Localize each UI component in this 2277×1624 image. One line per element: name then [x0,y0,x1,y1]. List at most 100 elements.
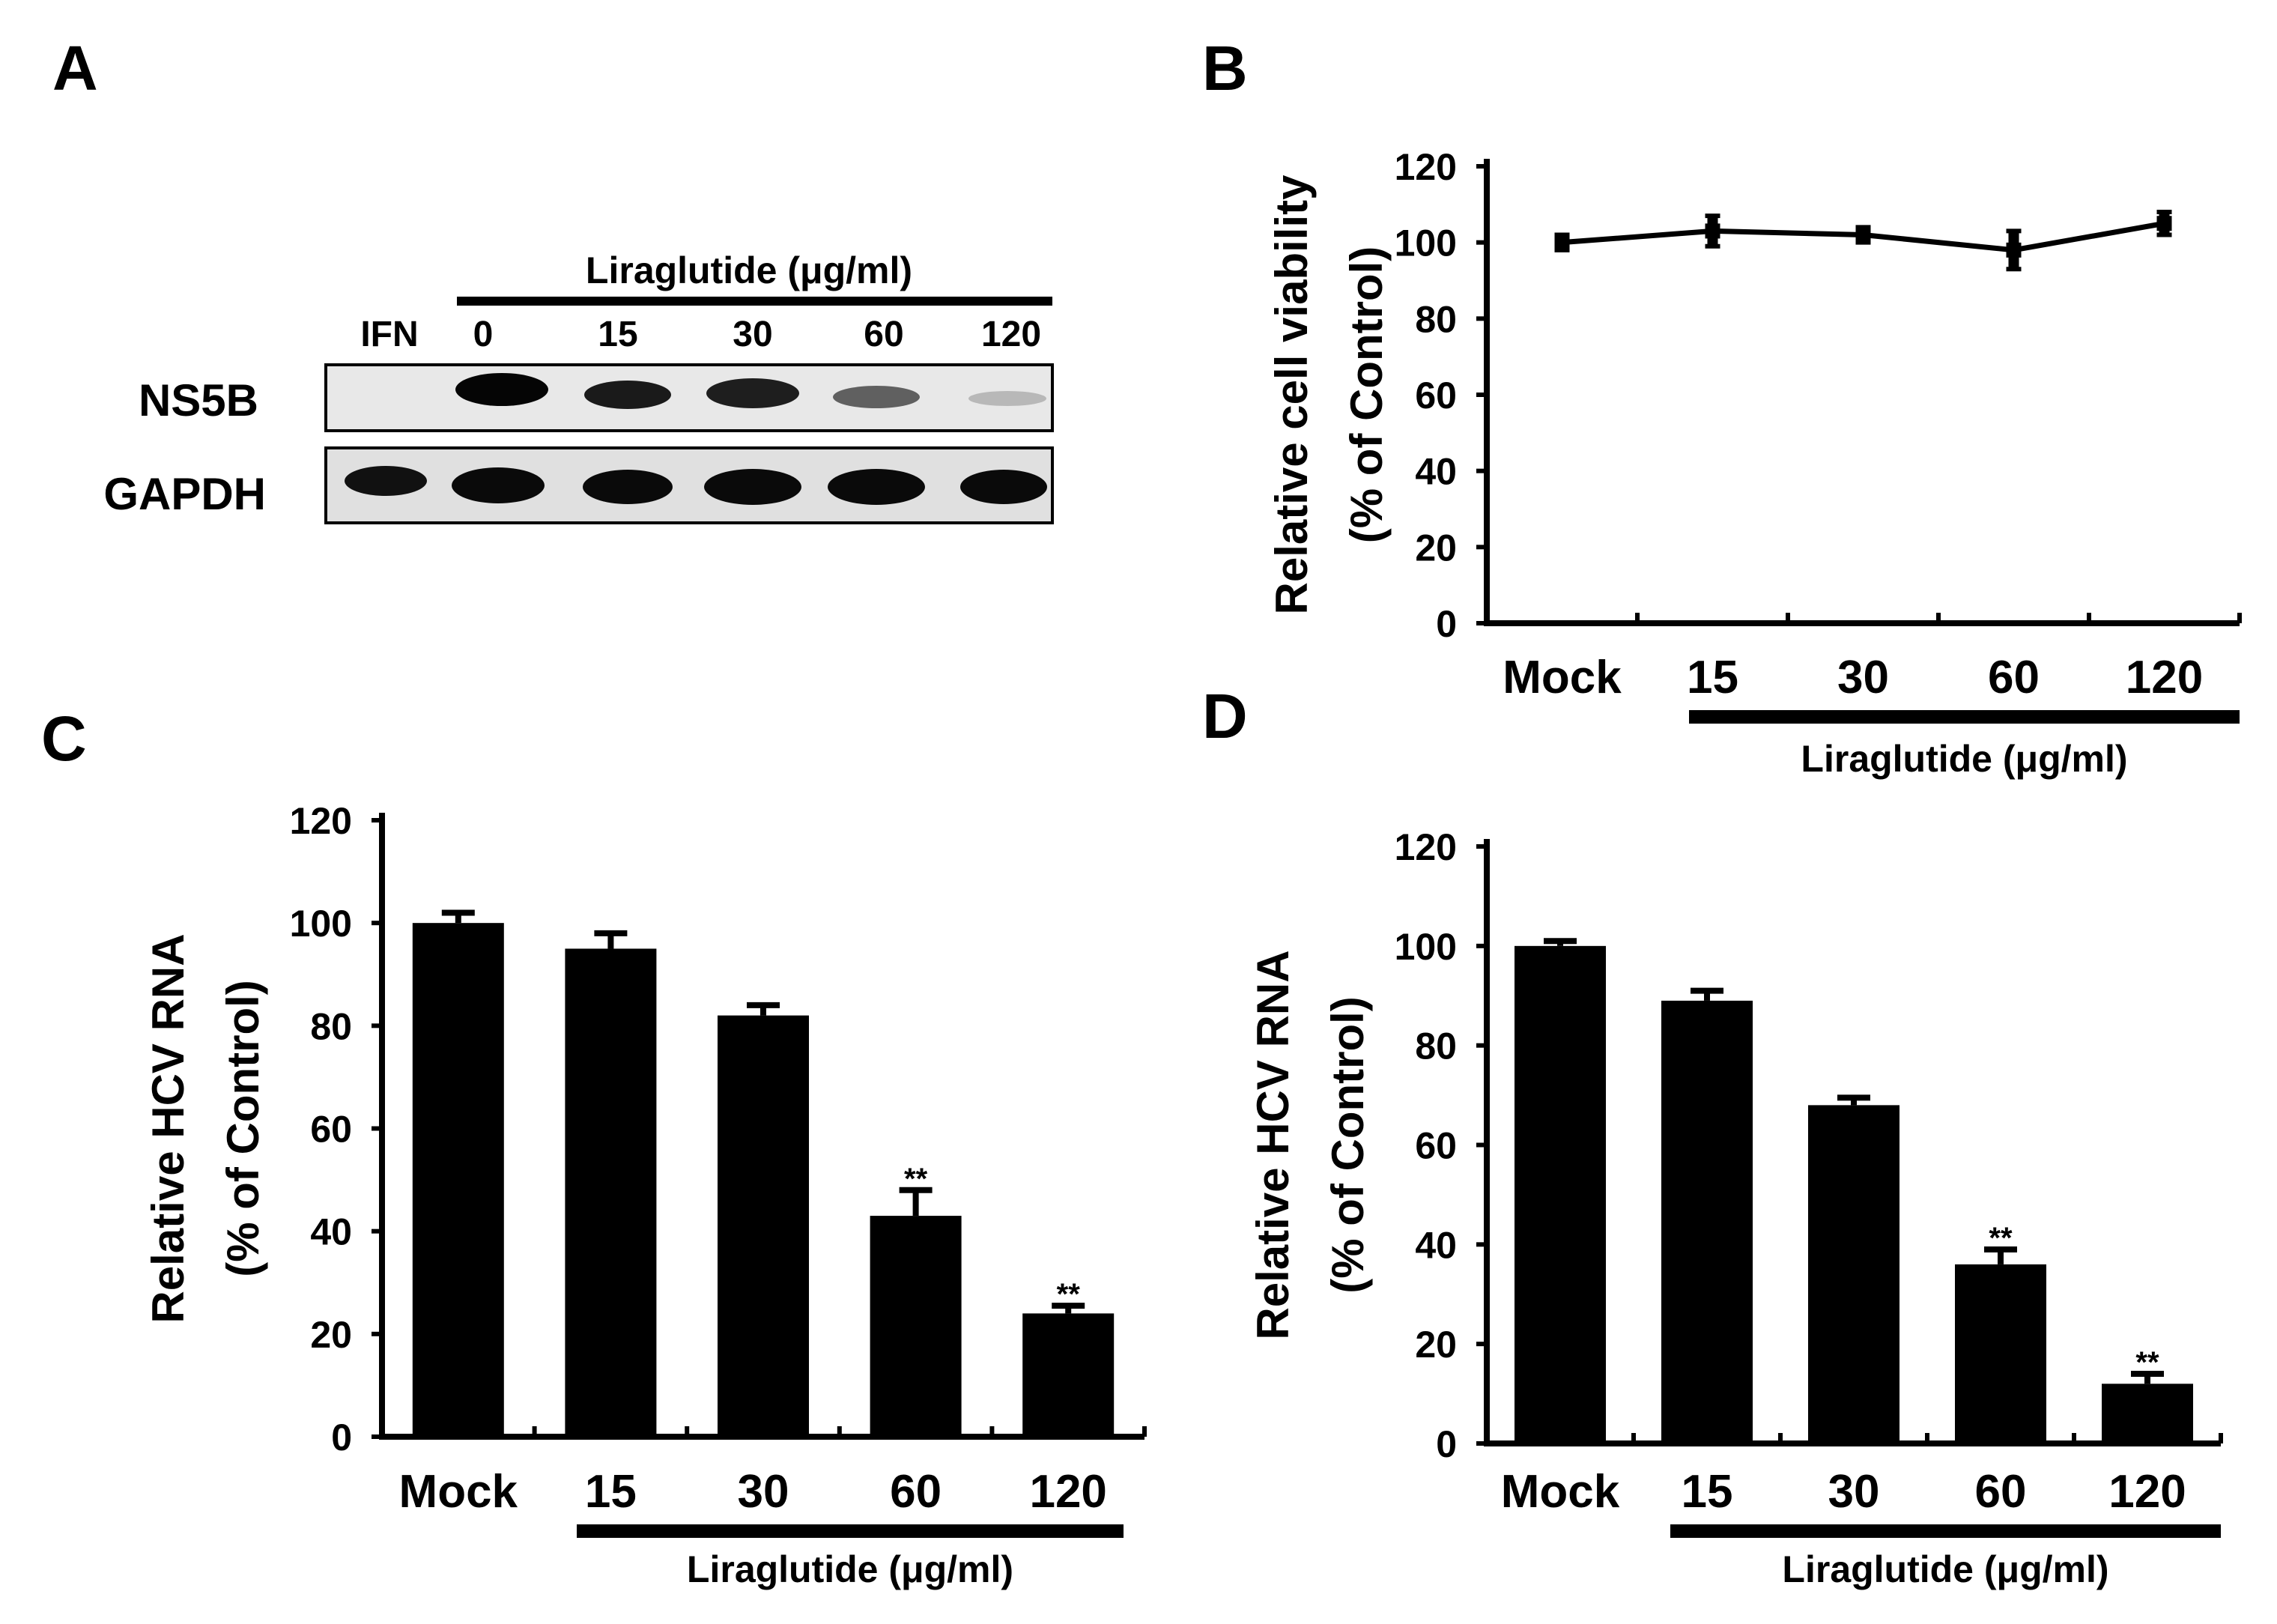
chart-c-y-axis-label: (% of Control) [218,980,268,1277]
chart-d-bar-120 [2102,1384,2193,1443]
lane-label-30: 30 [733,315,772,354]
ns5b-band-60 [833,386,920,408]
lane-label-15: 15 [598,315,637,354]
chart-c-x-tick-label: 60 [890,1466,942,1518]
chart-b-point-60 [2006,242,2022,258]
chart-b-point-15 [1705,223,1720,239]
gapdh-blot [324,446,1054,524]
chart-b-y-tick-label: 20 [1415,527,1457,569]
gapdh-band-120 [960,470,1047,504]
chart-c-group-bar [577,1524,1124,1538]
chart-b-y-tick-label: 0 [1436,603,1457,645]
chart-c-significance-label: ** [904,1163,928,1196]
chart-b-y-tick-label: 60 [1415,375,1457,416]
panel-c-letter: C [41,703,87,774]
panel-d-letter: D [1202,681,1248,751]
gapdh-band-30 [704,469,801,505]
chart-b-x-tick-label: 30 [1837,652,1889,703]
chart-b-point-120 [2156,216,2172,231]
chart-b-y-tick-label: 120 [1395,146,1457,188]
chart-d-y-tick-label: 120 [1395,826,1457,868]
chart-c-y-tick-label: 60 [310,1109,352,1151]
chart-c-y-axis-label: Relative HCV RNA [143,933,193,1323]
chart-c-y-tick-label: 20 [310,1314,352,1356]
chart-d-y-tick-label: 80 [1415,1025,1457,1067]
chart-d-significance-label: ** [2135,1346,2159,1379]
chart-b-y-tick-label: 100 [1395,222,1457,264]
chart-c-bar-15 [565,948,657,1437]
chart-d-significance-label: ** [1989,1222,2013,1255]
chart-b-x-tick-label: 60 [1988,652,2040,703]
chart-b-x-tick-label: Mock [1503,652,1622,703]
chart-d-y-tick-label: 100 [1395,926,1457,968]
chart-b-x-axis-label: Liraglutide (μg/ml) [1801,738,2127,780]
chart-d-bar-30 [1808,1105,1899,1443]
chart-b-x-tick-label: 120 [2126,652,2203,703]
chart-d-y-tick-label: 0 [1436,1423,1457,1465]
row-label-ns5b: NS5B [139,375,258,425]
chart-b: 0 20 40 60 80 100 120 Relative cell viability (%… [1267,146,2242,780]
lane-label-120: 120 [981,315,1041,354]
chart-d-x-tick-label: Mock [1501,1466,1620,1518]
panel-a: A Liraglutide (μg/ml) IFN 0 15 30 60 120… [52,33,1054,524]
chart-c-x-tick-label: 120 [1029,1466,1106,1518]
chart-d-x-tick-label: 60 [1975,1466,2027,1518]
blot-header: Liraglutide (μg/ml) [586,249,912,291]
chart-c-y-tick-label: 120 [290,800,352,842]
chart-c-y-tick-label: 0 [331,1417,352,1458]
chart-d-y-tick-label: 20 [1415,1324,1457,1366]
chart-d-y-tick-label: 40 [1415,1224,1457,1266]
ns5b-band-0 [455,373,548,406]
chart-b-point-30 [1855,227,1871,243]
ns5b-band-120 [968,391,1046,406]
chart-c-x-axis-label: Liraglutide (μg/ml) [687,1548,1013,1590]
lane-label-ifn: IFN [360,315,418,354]
chart-b-y-tick-label: 80 [1415,298,1457,340]
panel-d: D 0 20 40 60 80 100 120 Relative HCV RNA (% of C… [1202,681,2223,1590]
lane-label-60: 60 [864,315,903,354]
lane-label-0: 0 [473,315,494,354]
chart-d-x-tick-label: 120 [2108,1466,2186,1518]
chart-c-x-tick-label: 15 [585,1466,637,1518]
chart-c-significance-label: ** [1057,1278,1081,1311]
chart-c-y-tick-label: 100 [290,903,352,945]
chart-c-y-tick-label: 80 [310,1005,352,1047]
gapdh-band-15 [583,470,673,504]
chart-c: 0 20 40 60 80 100 120 Relative HCV RNA (% of Con… [143,800,1147,1590]
chart-b-x-tick-label: 15 [1687,652,1738,703]
chart-d-group-bar [1670,1524,2221,1538]
gapdh-band-0 [452,467,545,503]
panel-b-letter: B [1202,33,1248,103]
panel-b: B 0 20 40 60 80 100 120 Relative cell viability… [1202,33,2242,780]
chart-b-group-bar [1689,710,2240,724]
chart-d-x-axis-label: Liraglutide (μg/ml) [1782,1548,2108,1590]
gapdh-band-60 [828,469,925,505]
chart-b-y-tick-label: 40 [1415,451,1457,493]
chart-d-x-tick-label: 15 [1682,1466,1733,1518]
chart-d-y-tick-label: 60 [1415,1125,1457,1167]
panel-a-letter: A [52,33,98,103]
blot-header-bar [457,297,1052,306]
chart-d-bar-Mock [1515,945,1606,1443]
chart-c-bar-30 [718,1015,809,1437]
chart-c-x-tick-label: Mock [399,1466,518,1518]
chart-c-bar-Mock [412,923,504,1437]
ns5b-band-15 [584,381,671,409]
ns5b-blot [324,363,1054,432]
chart-c-x-tick-label: 30 [738,1466,789,1518]
chart-c-y-tick-label: 40 [310,1211,352,1253]
chart-d-bar-15 [1661,1000,1753,1443]
chart-c-bar-120 [1022,1313,1115,1437]
row-label-gapdh: GAPDH [103,469,266,519]
chart-d-x-tick-label: 30 [1828,1466,1880,1518]
chart-b-y-axis-label: Relative cell viability [1267,175,1317,615]
panel-c: C 0 20 40 60 80 100 120 Relative HCV RNA (% of C… [41,703,1147,1590]
chart-b-y-axis-label: (% of Control) [1341,246,1392,544]
chart-d-y-axis-label: Relative HCV RNA [1248,950,1298,1339]
chart-d-y-axis-label: (% of Control) [1323,996,1373,1294]
gapdh-band-ifn [345,466,427,496]
chart-b-point-Mock [1554,234,1570,250]
chart-d: 0 20 40 60 80 100 120 Relative HCV RNA (% of Con… [1248,826,2223,1590]
ns5b-band-30 [706,378,799,408]
